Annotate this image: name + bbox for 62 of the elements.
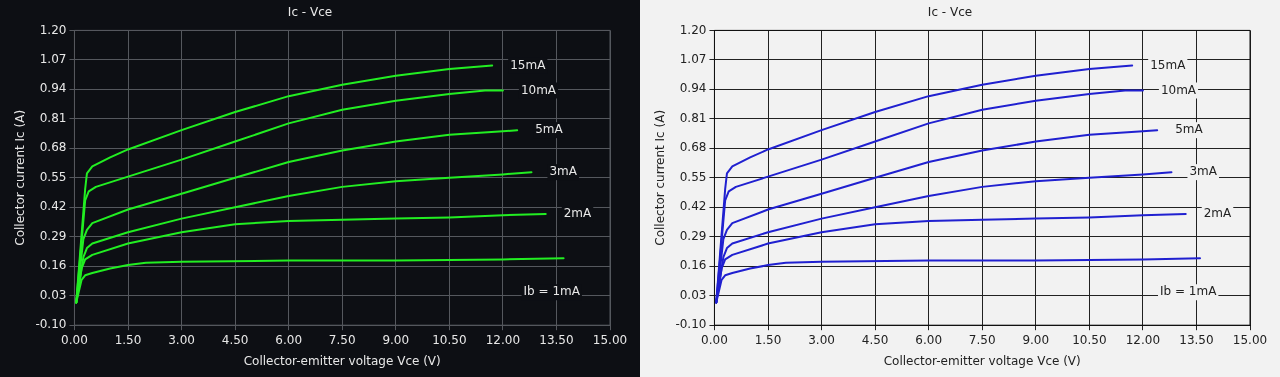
text: Ib = 1mA bbox=[1160, 284, 1218, 299]
y-tick-label: 1.07 bbox=[39, 52, 67, 67]
x-tick-label: 3.00 bbox=[168, 332, 195, 347]
series-label: 3mA bbox=[549, 164, 578, 179]
y-tick-label: 0.68 bbox=[679, 140, 707, 155]
x-tick-label: 0.00 bbox=[61, 332, 88, 347]
chart-title: Ic - Vce bbox=[287, 5, 333, 20]
x-tick-label: 4.50 bbox=[221, 332, 249, 347]
series-label: 10mA bbox=[1160, 82, 1197, 97]
x-tick-label: 9.00 bbox=[382, 332, 410, 347]
x-tick-label: 3.00 bbox=[808, 332, 835, 347]
x-tick-label: 1.50 bbox=[754, 332, 782, 347]
series-label: 15mA bbox=[1150, 57, 1187, 72]
y-tick-label: 0.16 bbox=[39, 258, 67, 273]
y-axis-title: Collector current Ic (A) bbox=[13, 109, 28, 246]
y-tick-label: 0.55 bbox=[679, 169, 707, 184]
x-tick-label: 1.50 bbox=[114, 332, 142, 347]
y-tick-label: 0.81 bbox=[39, 110, 67, 125]
x-tick-label: 6.00 bbox=[915, 332, 943, 347]
y-tick-label: 0.29 bbox=[39, 228, 67, 243]
y-tick-label: 0.03 bbox=[679, 287, 707, 302]
y-axis-title: Collector current Ic (A) bbox=[653, 109, 668, 246]
y-tick-label: 0.55 bbox=[39, 169, 67, 184]
y-tick-label: 0.16 bbox=[679, 258, 707, 273]
x-tick-label: 13.50 bbox=[539, 332, 574, 347]
series-label: 5mA bbox=[1175, 122, 1204, 137]
y-tick-label: 1.07 bbox=[679, 52, 707, 67]
y-tick-label: 0.94 bbox=[679, 81, 707, 96]
y-tick-label: 0.81 bbox=[679, 110, 707, 125]
x-tick-label: 15.00 bbox=[592, 332, 628, 347]
x-tick-label: 0.00 bbox=[701, 332, 728, 347]
y-tick-label: 1.20 bbox=[39, 22, 67, 37]
x-tick-label: 12.00 bbox=[1125, 332, 1161, 347]
y-tick-label: -0.10 bbox=[35, 317, 67, 332]
x-axis-title: Collector-emitter voltage Vce (V) bbox=[883, 353, 1081, 368]
x-tick-label: 7.50 bbox=[968, 332, 996, 347]
x-tick-label: 10.50 bbox=[432, 332, 467, 347]
y-tick-label: 0.68 bbox=[39, 140, 67, 155]
x-tick-label: 4.50 bbox=[861, 332, 889, 347]
x-tick-label: 6.00 bbox=[275, 332, 303, 347]
x-tick-label: 13.50 bbox=[1179, 332, 1214, 347]
series-label: 3mA bbox=[1189, 164, 1218, 179]
y-tick-label: 0.42 bbox=[39, 199, 67, 214]
x-tick-label: 7.50 bbox=[328, 332, 356, 347]
x-tick-label: 15.00 bbox=[1232, 332, 1268, 347]
x-tick-label: 12.00 bbox=[485, 332, 521, 347]
y-tick-label: 0.94 bbox=[39, 81, 67, 96]
y-tick-label: 1.20 bbox=[679, 22, 707, 37]
x-tick-label: 10.50 bbox=[1072, 332, 1107, 347]
y-tick-label: -0.10 bbox=[675, 317, 707, 332]
y-tick-label: 0.42 bbox=[679, 199, 707, 214]
x-axis-title: Collector-emitter voltage Vce (V) bbox=[243, 353, 441, 368]
series-label: 2mA bbox=[563, 206, 593, 221]
x-tick-label: 9.00 bbox=[1022, 332, 1050, 347]
series-label: 15mA bbox=[510, 57, 547, 72]
chart-title: Ic - Vce bbox=[927, 5, 973, 20]
text: Ib = 1mA bbox=[523, 284, 581, 299]
y-tick-label: 0.29 bbox=[679, 228, 707, 243]
series-label: 2mA bbox=[1203, 206, 1233, 221]
series-label: 5mA bbox=[535, 122, 564, 137]
series-label: 10mA bbox=[520, 82, 557, 97]
y-tick-label: 0.03 bbox=[39, 287, 67, 302]
